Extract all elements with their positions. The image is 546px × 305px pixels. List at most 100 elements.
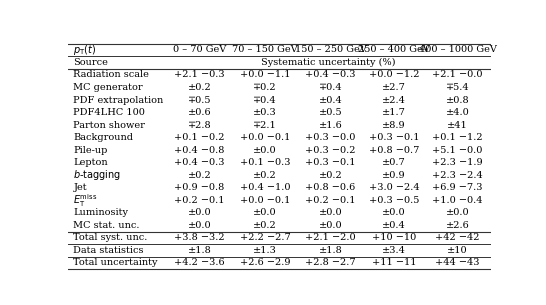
Text: ±0.0: ±0.0 (319, 221, 342, 230)
Text: PDF4LHC 100: PDF4LHC 100 (73, 108, 145, 117)
Text: ±0.0: ±0.0 (188, 208, 211, 217)
Text: ±1.6: ±1.6 (319, 120, 342, 130)
Text: +0.1 −1.2: +0.1 −1.2 (432, 133, 483, 142)
Text: Data statistics: Data statistics (73, 246, 144, 255)
Text: ±2.4: ±2.4 (382, 95, 406, 105)
Text: ±0.2: ±0.2 (253, 221, 277, 230)
Text: 0 – 70 GeV: 0 – 70 GeV (173, 45, 226, 54)
Text: PDF extrapolation: PDF extrapolation (73, 95, 164, 105)
Text: +2.3 −2.4: +2.3 −2.4 (432, 171, 483, 180)
Text: +2.8 −2.7: +2.8 −2.7 (305, 258, 356, 267)
Text: +0.3 −0.1: +0.3 −0.1 (305, 158, 356, 167)
Text: +1.0 −0.4: +1.0 −0.4 (432, 196, 483, 205)
Text: Pile-up: Pile-up (73, 145, 108, 155)
Text: ±8.9: ±8.9 (382, 120, 406, 130)
Text: Radiation scale: Radiation scale (73, 70, 149, 80)
Text: Parton shower: Parton shower (73, 120, 145, 130)
Text: 400 – 1000 GeV: 400 – 1000 GeV (419, 45, 496, 54)
Text: ±0.2: ±0.2 (188, 171, 211, 180)
Text: +0.9 −0.8: +0.9 −0.8 (174, 183, 224, 192)
Text: +10 −10: +10 −10 (372, 233, 416, 242)
Text: Jet: Jet (73, 183, 87, 192)
Text: +11 −11: +11 −11 (372, 258, 417, 267)
Text: 150 – 250 GeV: 150 – 250 GeV (295, 45, 366, 54)
Text: +0.8 −0.7: +0.8 −0.7 (369, 145, 419, 155)
Text: +0.8 −0.6: +0.8 −0.6 (305, 183, 356, 192)
Text: +0.3 −0.5: +0.3 −0.5 (369, 196, 419, 205)
Text: Systematic uncertainty (%): Systematic uncertainty (%) (261, 58, 396, 67)
Text: ±1.3: ±1.3 (253, 246, 277, 255)
Text: $b$-tagging: $b$-tagging (73, 168, 121, 182)
Text: +2.1 −2.0: +2.1 −2.0 (305, 233, 356, 242)
Text: Background: Background (73, 133, 133, 142)
Text: +0.1 −0.3: +0.1 −0.3 (240, 158, 290, 167)
Text: +4.2 −3.6: +4.2 −3.6 (174, 258, 225, 267)
Text: MC generator: MC generator (73, 83, 143, 92)
Text: ±0.3: ±0.3 (253, 108, 277, 117)
Text: +0.0 −0.1: +0.0 −0.1 (240, 133, 290, 142)
Text: ±0.9: ±0.9 (382, 171, 406, 180)
Text: ∓0.4: ∓0.4 (253, 95, 277, 105)
Text: +0.3 −0.1: +0.3 −0.1 (369, 133, 419, 142)
Text: $E_\mathrm{T}^\mathrm{miss}$: $E_\mathrm{T}^\mathrm{miss}$ (73, 192, 98, 209)
Text: ±0.6: ±0.6 (188, 108, 211, 117)
Text: ∓5.4: ∓5.4 (446, 83, 470, 92)
Text: ±41: ±41 (447, 120, 468, 130)
Text: ±0.8: ±0.8 (446, 95, 470, 105)
Text: ±0.5: ±0.5 (319, 108, 342, 117)
Text: +2.2 −2.7: +2.2 −2.7 (240, 233, 290, 242)
Text: +0.3 −0.0: +0.3 −0.0 (305, 133, 356, 142)
Text: ∓0.2: ∓0.2 (253, 83, 277, 92)
Text: ±0.4: ±0.4 (382, 221, 406, 230)
Text: ±1.8: ±1.8 (188, 246, 211, 255)
Text: ±0.7: ±0.7 (382, 158, 406, 167)
Text: 250 – 400 GeV: 250 – 400 GeV (358, 45, 430, 54)
Text: +2.3 −1.9: +2.3 −1.9 (432, 158, 483, 167)
Text: ±0.0: ±0.0 (319, 208, 342, 217)
Text: ±0.0: ±0.0 (253, 145, 277, 155)
Text: +2.6 −2.9: +2.6 −2.9 (240, 258, 290, 267)
Text: Luminosity: Luminosity (73, 208, 128, 217)
Text: +2.1 −0.3: +2.1 −0.3 (174, 70, 225, 80)
Text: Lepton: Lepton (73, 158, 108, 167)
Text: ±0.0: ±0.0 (188, 221, 211, 230)
Text: +0.0 −1.1: +0.0 −1.1 (240, 70, 290, 80)
Text: 70 – 150 GeV: 70 – 150 GeV (232, 45, 298, 54)
Text: +0.2 −0.1: +0.2 −0.1 (174, 196, 224, 205)
Text: +5.1 −0.0: +5.1 −0.0 (432, 145, 483, 155)
Text: +0.0 −0.1: +0.0 −0.1 (240, 196, 290, 205)
Text: ±0.0: ±0.0 (382, 208, 406, 217)
Text: ±1.7: ±1.7 (382, 108, 406, 117)
Text: +0.4 −0.3: +0.4 −0.3 (305, 70, 356, 80)
Text: ∓2.8: ∓2.8 (188, 120, 211, 130)
Text: +2.1 −0.0: +2.1 −0.0 (432, 70, 483, 80)
Text: MC stat. unc.: MC stat. unc. (73, 221, 140, 230)
Text: ±0.2: ±0.2 (188, 83, 211, 92)
Text: ±2.7: ±2.7 (382, 83, 406, 92)
Text: +0.1 −0.2: +0.1 −0.2 (174, 133, 224, 142)
Text: +0.4 −1.0: +0.4 −1.0 (240, 183, 290, 192)
Text: ±3.4: ±3.4 (382, 246, 406, 255)
Text: +0.4 −0.3: +0.4 −0.3 (174, 158, 224, 167)
Text: ±0.2: ±0.2 (253, 171, 277, 180)
Text: ±1.8: ±1.8 (319, 246, 342, 255)
Text: Source: Source (73, 58, 108, 67)
Text: +0.0 −1.2: +0.0 −1.2 (369, 70, 419, 80)
Text: ±0.2: ±0.2 (319, 171, 342, 180)
Text: ∓2.1: ∓2.1 (253, 120, 277, 130)
Text: ±10: ±10 (447, 246, 468, 255)
Text: +3.0 −2.4: +3.0 −2.4 (369, 183, 419, 192)
Text: ±4.0: ±4.0 (446, 108, 470, 117)
Text: +44 −43: +44 −43 (435, 258, 480, 267)
Text: +0.3 −0.2: +0.3 −0.2 (305, 145, 356, 155)
Text: $p_\mathrm{T}(t)$: $p_\mathrm{T}(t)$ (73, 43, 97, 57)
Text: ∓0.4: ∓0.4 (319, 83, 342, 92)
Text: +0.2 −0.1: +0.2 −0.1 (305, 196, 356, 205)
Text: +6.9 −7.3: +6.9 −7.3 (432, 183, 483, 192)
Text: +42 −42: +42 −42 (435, 233, 480, 242)
Text: ±0.0: ±0.0 (446, 208, 470, 217)
Text: +3.8 −3.2: +3.8 −3.2 (174, 233, 225, 242)
Text: +0.4 −0.8: +0.4 −0.8 (174, 145, 224, 155)
Text: ±0.0: ±0.0 (253, 208, 277, 217)
Text: ∓0.5: ∓0.5 (188, 95, 211, 105)
